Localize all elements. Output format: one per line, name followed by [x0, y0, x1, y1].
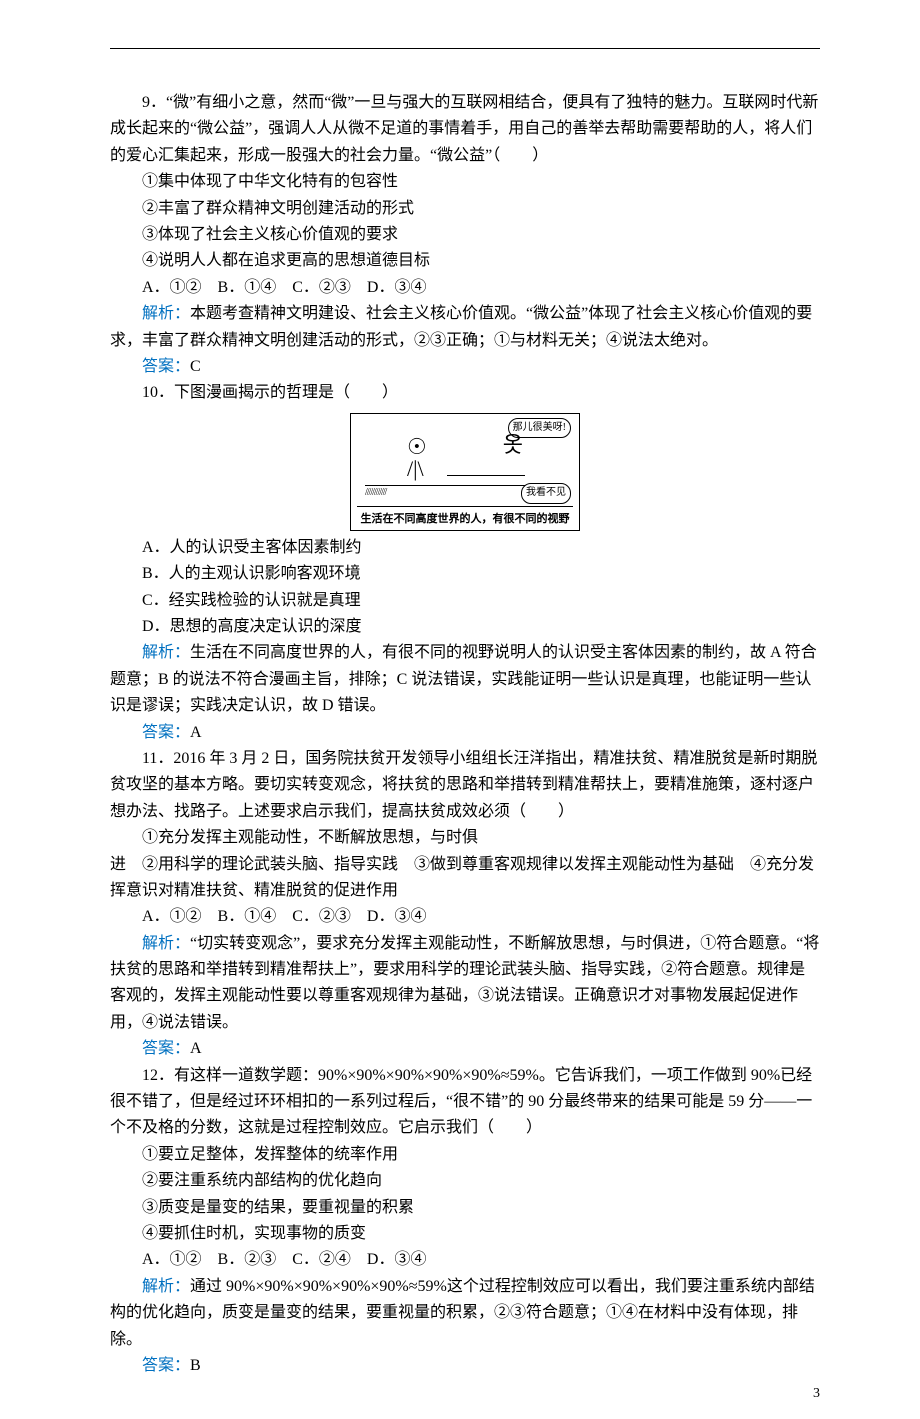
q9-answer: 答案：C — [110, 354, 820, 380]
q9-stem: 9．“微”有细小之意，然而“微”一旦与强大的互联网相结合，便具有了独特的魅力。互… — [110, 90, 820, 169]
answer-label: 答案： — [142, 1357, 190, 1374]
q12-stem: 12．有这样一道数学题：90%×90%×90%×90%×90%≈59%。它告诉我… — [110, 1063, 820, 1142]
q9-answer-text: C — [190, 358, 201, 375]
analysis-label: 解析： — [142, 935, 190, 952]
q9-analysis: 解析：本题考查精神文明建设、社会主义核心价值观。“微公益”体现了社会主义核心价值… — [110, 301, 820, 354]
q12-choices: A．①② B．②③ C．②④ D．③④ — [110, 1247, 820, 1273]
q11-analysis: 解析：“切实转变观念”，要求充分发挥主观能动性，不断解放思想，与时俱进，①符合题… — [110, 931, 820, 1037]
top-rule — [110, 48, 820, 49]
q12-opt-2: ②要注重系统内部结构的优化趋向 — [110, 1168, 820, 1194]
q10-figure-scene: 那儿很美呀! ☉/|\ 옷 //////////// 我看不见 — [357, 420, 573, 506]
q12-analysis-text: 通过 90%×90%×90%×90%×90%≈59%这个过程控制效应可以看出，我… — [110, 1278, 815, 1348]
q12-opt-3: ③质变是量变的结果，要重视量的积累 — [110, 1195, 820, 1221]
q9-opt-2: ②丰富了群众精神文明创建活动的形式 — [110, 196, 820, 222]
page-number: 3 — [813, 1382, 820, 1405]
q10-opt-c: C．经实践检验的认识就是真理 — [110, 588, 820, 614]
q10-analysis: 解析：生活在不同高度世界的人，有很不同的视野说明人的认识受主客体因素的制约，故 … — [110, 640, 820, 719]
q10-opt-d: D．思想的高度决定认识的深度 — [110, 614, 820, 640]
q12-answer: 答案：B — [110, 1353, 820, 1379]
ground-high — [447, 475, 525, 476]
q10-figure-caption: 生活在不同高度世界的人，有很不同的视野 — [357, 506, 573, 528]
q10-answer-text: A — [190, 724, 202, 741]
q11-choices: A．①② B．①④ C．②③ D．③④ — [110, 904, 820, 930]
person-left-icon: ☉/|\ — [407, 436, 427, 480]
q9-opt-4: ④说明人人都在追求更高的思想道德目标 — [110, 248, 820, 274]
answer-label: 答案： — [142, 724, 190, 741]
q12-opt-1: ①要立足整体，发挥整体的统率作用 — [110, 1142, 820, 1168]
q11-answer: 答案：A — [110, 1036, 820, 1062]
q10-opt-b: B．人的主观认识影响客观环境 — [110, 561, 820, 587]
q10-stem: 10．下图漫画揭示的哲理是（ ） — [110, 380, 820, 406]
ground-hatch: //////////// — [365, 485, 386, 502]
q11-answer-text: A — [190, 1040, 202, 1057]
q12-analysis: 解析：通过 90%×90%×90%×90%×90%≈59%这个过程控制效应可以看… — [110, 1274, 820, 1353]
speech-bubble-2: 我看不见 — [521, 483, 571, 504]
q11-analysis-text: “切实转变观念”，要求充分发挥主观能动性，不断解放思想，与时俱进，①符合题意。“… — [110, 935, 819, 1031]
analysis-label: 解析： — [142, 305, 190, 322]
q10-figure: 那儿很美呀! ☉/|\ 옷 //////////// 我看不见 生活在不同高度世… — [110, 413, 820, 531]
q10-opt-a: A．人的认识受主客体因素制约 — [110, 535, 820, 561]
q10-answer: 答案：A — [110, 720, 820, 746]
q9-opt-3: ③体现了社会主义核心价值观的要求 — [110, 222, 820, 248]
q12-answer-text: B — [190, 1357, 201, 1374]
q11-opts-line1: ①充分发挥主观能动性，不断解放思想，与时俱 — [110, 825, 820, 851]
answer-label: 答案： — [142, 1040, 190, 1057]
q12-opt-4: ④要抓住时机，实现事物的质变 — [110, 1221, 820, 1247]
answer-label: 答案： — [142, 358, 190, 375]
q9-choices: A．①② B．①④ C．②③ D．③④ — [110, 275, 820, 301]
q9-analysis-text: 本题考查精神文明建设、社会主义核心价值观。“微公益”体现了社会主义核心价值观的要… — [110, 305, 812, 348]
analysis-label: 解析： — [142, 644, 190, 661]
q11-stem: 11．2016 年 3 月 2 日，国务院扶贫开发领导小组组长汪洋指出，精准扶贫… — [110, 746, 820, 825]
q11-opts-line2: 进 ②用科学的理论武装头脑、指导实践 ③做到尊重客观规律以发挥主观能动性为基础 … — [110, 852, 820, 905]
q10-figure-box: 那儿很美呀! ☉/|\ 옷 //////////// 我看不见 生活在不同高度世… — [350, 413, 580, 531]
analysis-label: 解析： — [142, 1278, 190, 1295]
person-right-icon: 옷 — [503, 434, 523, 456]
q9-opt-1: ①集中体现了中华文化特有的包容性 — [110, 169, 820, 195]
q10-analysis-text: 生活在不同高度世界的人，有很不同的视野说明人的认识受主客体因素的制约，故 A 符… — [110, 644, 817, 714]
